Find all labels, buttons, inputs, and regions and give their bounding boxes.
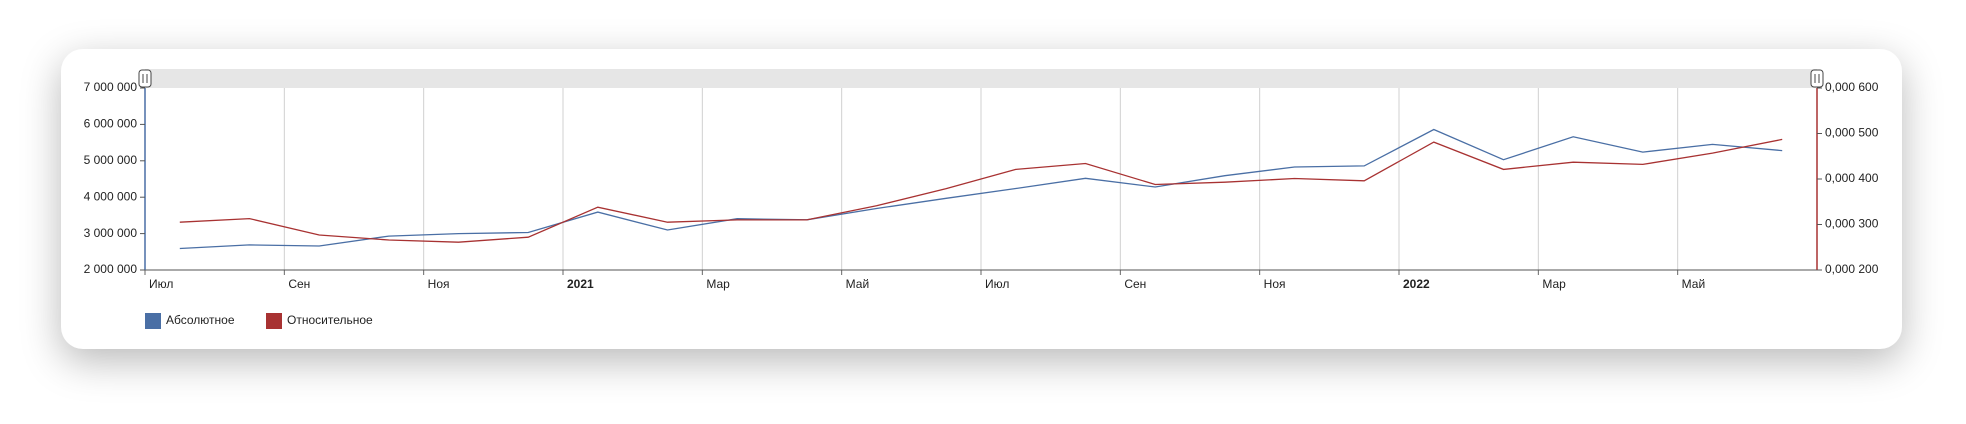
x-tick-label: Май [846, 277, 870, 291]
legend-swatch[interactable] [266, 313, 282, 329]
y-tick-label: 4 000 000 [84, 189, 138, 203]
data-line [179, 128, 1783, 250]
y2-tick-label: 0,000 600 [1825, 80, 1879, 94]
scroll-handle-right[interactable] [1810, 69, 1824, 88]
y-tick-label: 7 000 000 [84, 80, 138, 94]
data-line [179, 138, 1783, 243]
x-tick-label: Июл [985, 277, 1009, 291]
y2-tick-label: 0,000 200 [1825, 262, 1879, 276]
x-tick-label: Сен [288, 277, 310, 291]
x-tick-label: Сен [1124, 277, 1146, 291]
legend-label[interactable]: Абсолютное [166, 313, 235, 327]
x-tick-label: 2022 [1403, 277, 1430, 291]
y2-tick-label: 0,000 300 [1825, 217, 1879, 231]
y-tick-label: 2 000 000 [84, 262, 138, 276]
y-tick-label: 5 000 000 [84, 153, 138, 167]
x-tick-label: Ноя [1264, 277, 1286, 291]
x-tick-label: Май [1682, 277, 1706, 291]
scroll-handle-left[interactable] [138, 69, 152, 88]
scroll-bar[interactable] [145, 69, 1817, 88]
y2-tick-label: 0,000 500 [1825, 126, 1879, 140]
legend-label[interactable]: Относительное [287, 313, 373, 327]
x-tick-label: Июл [149, 277, 173, 291]
y-tick-label: 6 000 000 [84, 117, 138, 131]
y2-tick-label: 0,000 400 [1825, 171, 1879, 185]
x-tick-label: Мар [1542, 277, 1566, 291]
x-tick-label: 2021 [567, 277, 594, 291]
x-tick-label: Мар [706, 277, 730, 291]
legend-swatch[interactable] [145, 313, 161, 329]
y-tick-label: 3 000 000 [84, 226, 138, 240]
x-tick-label: Ноя [428, 277, 450, 291]
